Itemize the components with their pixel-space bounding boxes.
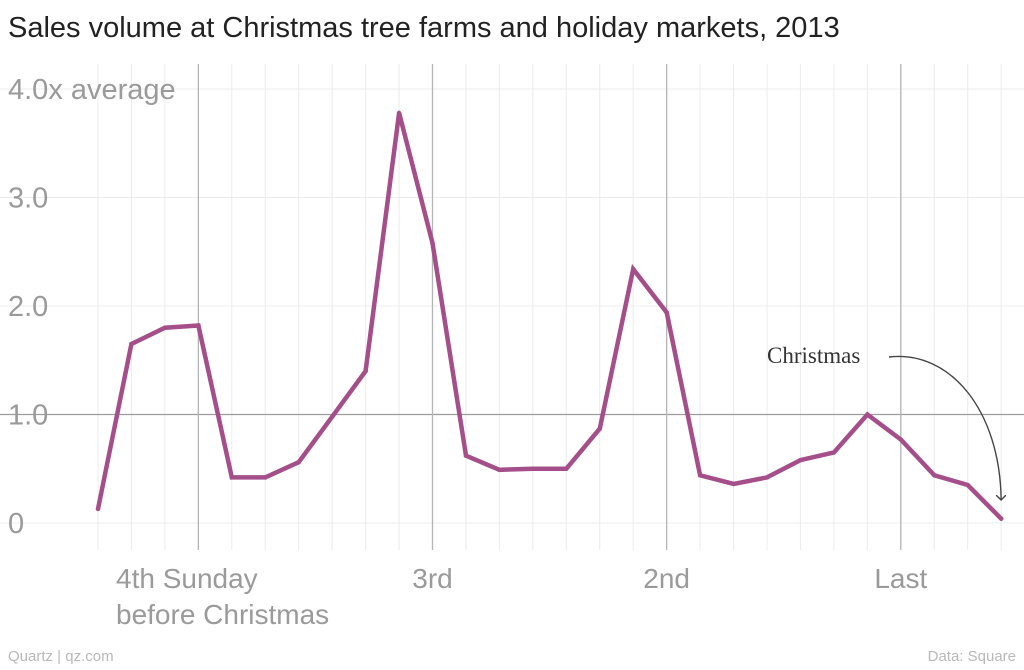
data-point xyxy=(664,310,669,315)
data-point xyxy=(597,426,602,431)
data-point xyxy=(229,475,234,480)
data-point xyxy=(965,482,970,488)
data-point xyxy=(129,341,134,347)
x-tick-label: 4th Sunday xyxy=(116,563,258,594)
data-point xyxy=(95,506,101,512)
y-tick-label: 2.0 xyxy=(8,291,48,323)
data-point xyxy=(831,450,837,455)
x-tick-label: 3rd xyxy=(412,563,452,594)
data-point xyxy=(731,481,736,487)
data-point xyxy=(530,466,536,471)
data-point xyxy=(463,453,469,458)
y-tick-label: 3.0 xyxy=(8,183,48,215)
data-point xyxy=(329,414,335,419)
data-point xyxy=(998,516,1004,521)
data-point xyxy=(631,266,636,272)
data-point xyxy=(865,412,870,417)
data-point xyxy=(196,323,201,328)
x-tick-label: 2nd xyxy=(643,563,690,594)
data-point xyxy=(898,437,903,442)
y-tick-label: 0 xyxy=(8,508,24,540)
x-tick-label-line2: before Christmas xyxy=(116,599,329,630)
y-tick-label: 4.0x average xyxy=(8,74,176,106)
data-point xyxy=(764,475,770,480)
christmas-annotation-arrow xyxy=(888,355,1001,500)
data-point xyxy=(162,325,168,330)
footer-source: Data: Square xyxy=(927,648,1016,665)
data-point xyxy=(363,368,368,374)
data-point xyxy=(296,460,301,465)
chart-title: Sales volume at Christmas tree farms and… xyxy=(8,12,840,44)
data-point xyxy=(263,475,268,480)
christmas-annotation-label: Christmas xyxy=(767,343,860,368)
y-tick-label: 1.0 xyxy=(8,400,48,432)
data-point xyxy=(798,457,803,463)
data-point xyxy=(932,473,937,478)
data-point xyxy=(697,473,703,478)
data-point xyxy=(497,467,502,473)
footer-credit: Quartz | qz.com xyxy=(8,648,114,665)
x-tick-label: Last xyxy=(874,563,927,594)
data-point xyxy=(430,240,435,246)
data-point xyxy=(564,466,569,471)
series-line xyxy=(95,112,1004,521)
data-point xyxy=(396,110,402,116)
